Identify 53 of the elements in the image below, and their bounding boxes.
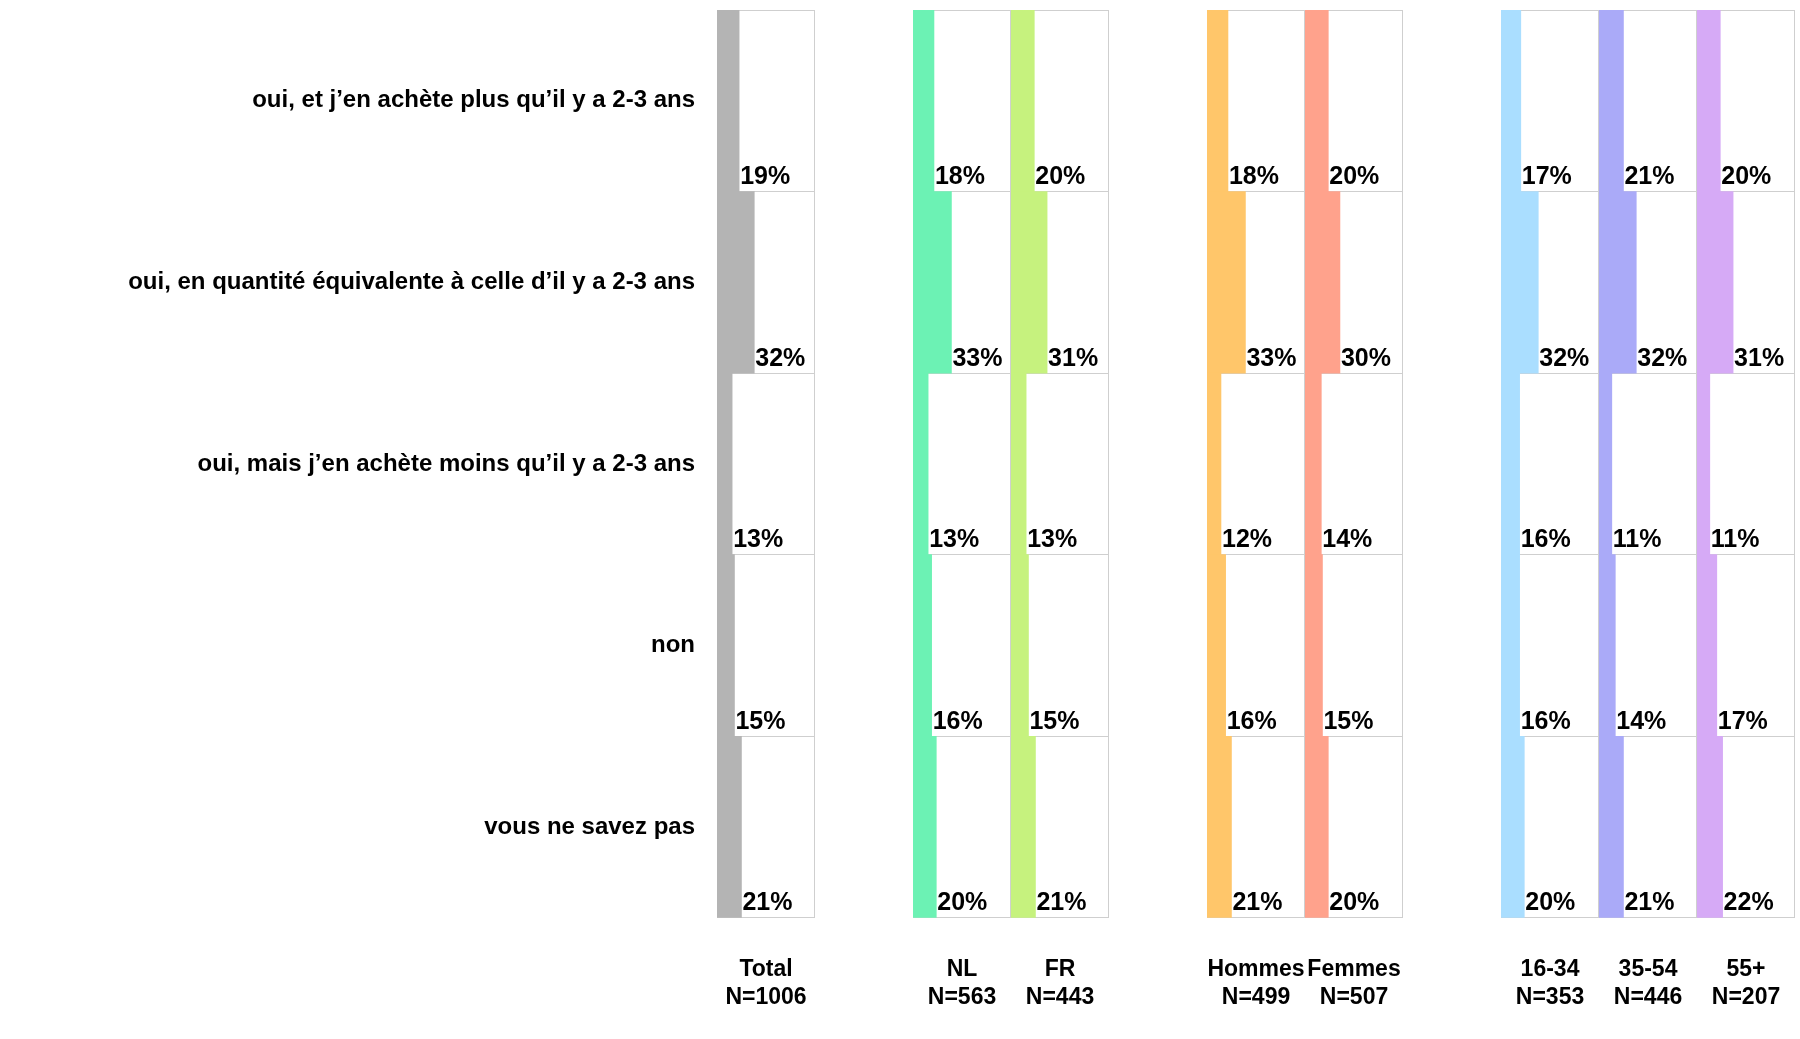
data-label: 14% [1616, 705, 1667, 734]
data-label: 17% [1521, 160, 1572, 189]
data-label: 21% [1232, 887, 1283, 916]
data-label: 15% [735, 705, 786, 734]
y-tick-label: oui, mais j’en achète moins qu’il y a 2-3 ans [197, 448, 695, 476]
data-label: 20% [1035, 160, 1086, 189]
data-label: 21% [1624, 887, 1675, 916]
data-label: 21% [1624, 160, 1675, 189]
y-tick-label: vous ne savez pas [484, 811, 695, 839]
data-label: 30% [1340, 342, 1391, 371]
x-axis-title: Total N=1006 [725, 954, 807, 1009]
y-tick-label: oui, et j’en achète plus qu’il y a 2-3 ans [252, 85, 695, 113]
x-axis-title: Femmes N=507 [1307, 954, 1401, 1009]
x-axis-title: Hommes N=499 [1207, 954, 1305, 1009]
x-axis-title: 55+ N=207 [1711, 954, 1781, 1009]
x-axis-title: 35-54 N=446 [1613, 954, 1683, 1009]
data-label: 19% [740, 160, 791, 189]
data-label: 20% [1329, 887, 1380, 916]
x-axis-title: NL N=563 [927, 954, 997, 1009]
x-axis-title: 16-34 N=353 [1515, 954, 1585, 1009]
data-label: 33% [952, 342, 1003, 371]
data-label: 13% [929, 524, 980, 553]
data-label: 33% [1246, 342, 1297, 371]
data-label: 31% [1734, 342, 1785, 371]
data-label: 18% [934, 160, 986, 189]
data-label: 15% [1323, 705, 1374, 734]
data-label: 20% [937, 887, 988, 916]
data-label: 16% [1520, 524, 1571, 553]
data-label: 12% [1221, 524, 1273, 553]
data-label: 21% [1036, 887, 1087, 916]
data-label: 16% [1226, 705, 1277, 734]
data-label: 20% [1329, 160, 1380, 189]
data-label: 15% [1029, 705, 1080, 734]
data-label: 31% [1048, 342, 1099, 371]
data-label: 18% [1228, 160, 1280, 189]
data-label: 13% [1027, 524, 1078, 553]
data-label: 32% [1637, 342, 1688, 371]
data-label: 22% [1723, 887, 1774, 916]
y-tick-label: non [651, 630, 695, 658]
data-label: 14% [1322, 524, 1373, 553]
data-label: 17% [1717, 705, 1768, 734]
x-axis-title: FR N=443 [1025, 954, 1095, 1009]
data-label: 32% [1539, 342, 1590, 371]
data-label: 20% [1525, 887, 1576, 916]
data-label: 11% [1710, 524, 1760, 553]
data-label: 11% [1612, 524, 1662, 553]
data-label: 16% [1520, 705, 1571, 734]
y-tick-label: oui, en quantité équivalente à celle d’il y a 2-3 ans [128, 266, 695, 294]
data-label: 32% [755, 342, 806, 371]
data-label: 20% [1721, 160, 1772, 189]
data-label: 21% [742, 887, 793, 916]
data-label: 16% [932, 705, 983, 734]
data-label: 13% [733, 524, 784, 553]
